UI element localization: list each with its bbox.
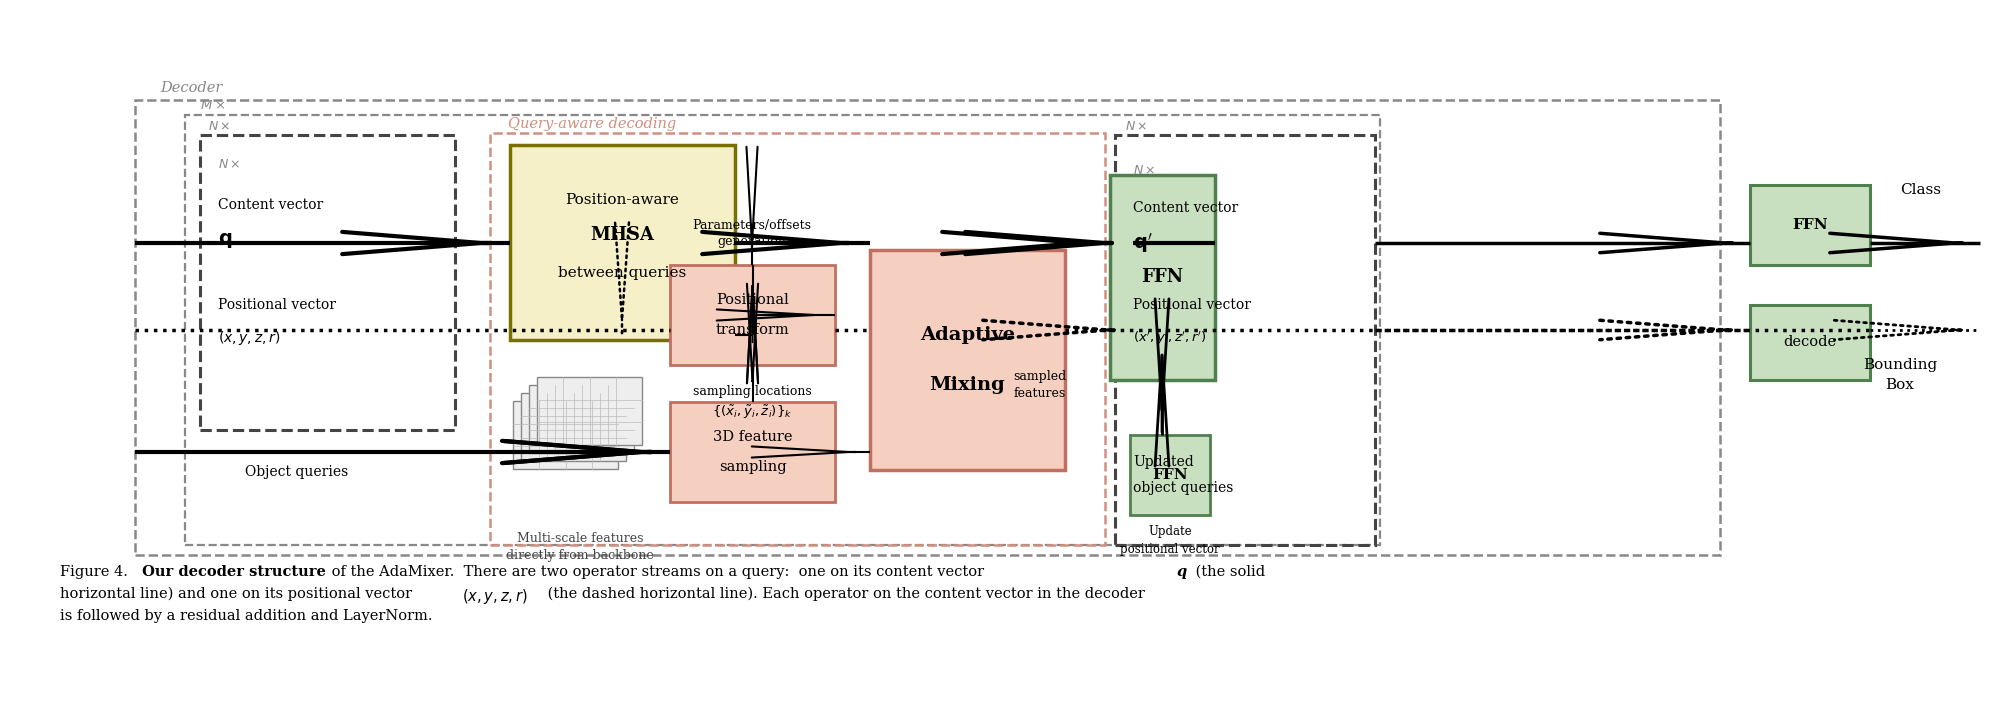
Bar [671, 265, 836, 365]
Text: $N\times$: $N\times$ [207, 120, 230, 133]
Text: Update: Update [1148, 525, 1192, 538]
Text: positional vector: positional vector [1120, 543, 1220, 556]
Text: MHSA: MHSA [590, 225, 655, 243]
Text: $(x, y, z, r)$: $(x, y, z, r)$ [218, 329, 280, 347]
Text: directly from backbone: directly from backbone [506, 549, 655, 562]
Text: Class: Class [1899, 183, 1941, 197]
Text: (the dashed horizontal line). Each operator on the content vector in the decoder: (the dashed horizontal line). Each opera… [544, 587, 1144, 601]
Text: Multi-scale features: Multi-scale features [518, 531, 642, 544]
Text: of the AdaMixer.  There are two operator streams on a query:  one on its content: of the AdaMixer. There are two operator … [326, 565, 989, 579]
Text: $(x', y', z', r')$: $(x', y', z', r')$ [1134, 329, 1206, 347]
Text: FFN: FFN [1792, 218, 1829, 232]
Text: object queries: object queries [1134, 481, 1233, 495]
Text: Object queries: Object queries [246, 465, 348, 479]
Text: Content vector: Content vector [1134, 201, 1239, 215]
Text: $(x, y, z, r)$: $(x, y, z, r)$ [461, 587, 528, 606]
Text: Figure 4.: Figure 4. [60, 565, 127, 579]
Text: q: q [1176, 565, 1186, 579]
Text: Positional vector: Positional vector [218, 298, 336, 312]
Text: sampling: sampling [719, 460, 785, 474]
Bar [135, 100, 1720, 555]
Text: Mixing: Mixing [930, 376, 1005, 394]
Text: $\mathbf{q}'$: $\mathbf{q}'$ [1134, 231, 1152, 255]
Text: $\mathbf{q}$: $\mathbf{q}$ [218, 230, 232, 250]
Text: Positional: Positional [717, 293, 789, 307]
Bar [1116, 135, 1376, 545]
Bar [530, 385, 634, 453]
Text: sampling locations: sampling locations [693, 385, 812, 398]
Text: 3D feature: 3D feature [713, 430, 792, 444]
Text: $\{(\tilde{x}_i, \tilde{y}_i, \tilde{z}_i)\}_k$: $\{(\tilde{x}_i, \tilde{y}_i, \tilde{z}_… [711, 403, 792, 420]
Bar [538, 377, 642, 445]
Text: is followed by a residual addition and LayerNorm.: is followed by a residual addition and L… [60, 609, 433, 623]
Text: Position-aware: Position-aware [566, 194, 679, 207]
Text: generation: generation [717, 235, 785, 248]
Bar [199, 135, 455, 430]
Bar [1750, 305, 1871, 380]
Text: Bounding
Box: Bounding Box [1863, 359, 1937, 392]
Bar [671, 402, 836, 502]
Text: (the solid: (the solid [1190, 565, 1265, 579]
Text: Parameters/offsets: Parameters/offsets [693, 218, 812, 232]
Text: Adaptive: Adaptive [920, 326, 1015, 344]
Text: $M\times$: $M\times$ [199, 99, 226, 112]
Text: FFN: FFN [1152, 468, 1188, 482]
Text: FFN: FFN [1142, 269, 1184, 287]
Text: $N\times$: $N\times$ [218, 158, 240, 171]
Text: sampled
features: sampled features [1013, 370, 1067, 400]
Text: Query-aware decoding: Query-aware decoding [508, 117, 677, 131]
Bar [1130, 435, 1210, 515]
Text: $N\times$: $N\times$ [1134, 163, 1156, 176]
Text: Content vector: Content vector [218, 198, 324, 212]
Bar [514, 401, 618, 469]
Text: horizontal line) and one on its positional vector: horizontal line) and one on its position… [60, 587, 417, 601]
Text: Decoder: Decoder [159, 81, 222, 95]
Text: Updated: Updated [1134, 455, 1194, 469]
Text: between queries: between queries [558, 266, 687, 279]
Bar [1750, 185, 1871, 265]
Text: $N\times$: $N\times$ [1126, 120, 1148, 133]
Bar [1110, 175, 1214, 380]
Bar [870, 250, 1065, 470]
Bar [489, 133, 1106, 545]
Text: decode: decode [1784, 336, 1837, 349]
Text: transform: transform [715, 323, 789, 337]
Bar [510, 145, 735, 340]
Text: Our decoder structure: Our decoder structure [137, 565, 326, 579]
Text: Positional vector: Positional vector [1134, 298, 1251, 312]
Bar [522, 393, 626, 461]
Bar [185, 115, 1380, 545]
